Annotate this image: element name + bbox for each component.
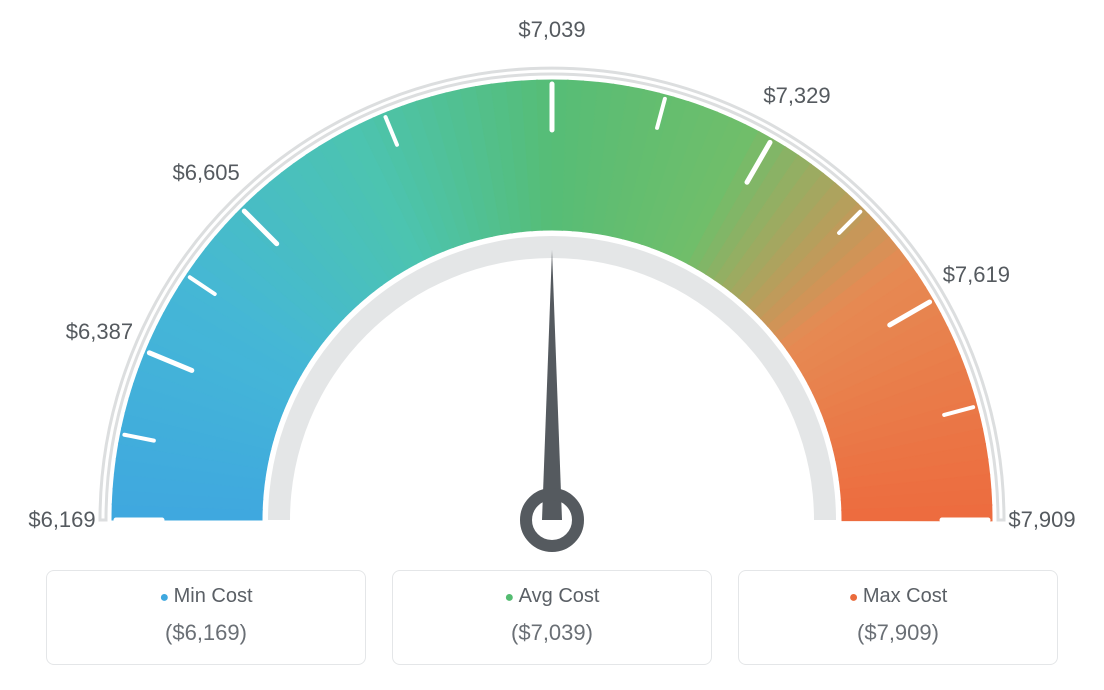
legend-value-avg: ($7,039) [403,620,701,646]
gauge-svg [0,0,1104,560]
legend-label-min: Min Cost [57,585,355,608]
gauge-tick-label: $6,169 [28,507,95,533]
gauge-tick-label: $6,387 [66,319,133,345]
legend-row: Min Cost ($6,169) Avg Cost ($7,039) Max … [0,570,1104,665]
legend-card-avg: Avg Cost ($7,039) [392,570,712,665]
legend-value-min: ($6,169) [57,620,355,646]
cost-gauge: $6,169 $6,387 $6,605 $7,039 $7,329 $7,619 $7,9… [0,0,1104,560]
gauge-tick-label: $6,605 [172,160,239,186]
gauge-tick-label: $7,619 [943,262,1010,288]
gauge-tick-label: $7,909 [1008,507,1075,533]
legend-label-avg: Avg Cost [403,585,701,608]
legend-label-max: Max Cost [749,585,1047,608]
gauge-tick-label: $7,329 [763,83,830,109]
legend-value-max: ($7,909) [749,620,1047,646]
legend-card-max: Max Cost ($7,909) [738,570,1058,665]
legend-card-min: Min Cost ($6,169) [46,570,366,665]
gauge-tick-label: $7,039 [518,17,585,43]
